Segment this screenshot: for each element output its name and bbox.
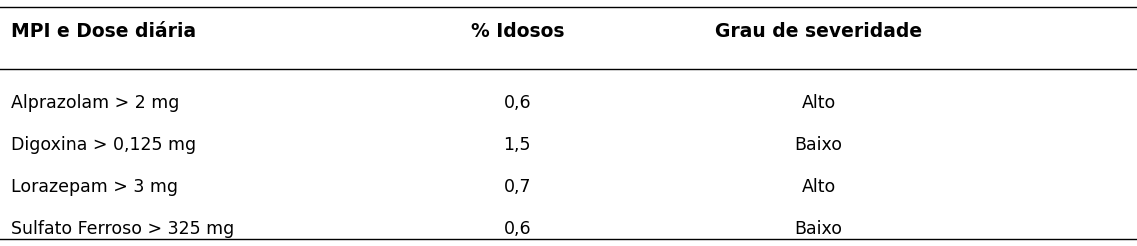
Text: % Idosos: % Idosos	[471, 22, 564, 42]
Text: Grau de severidade: Grau de severidade	[715, 22, 922, 42]
Text: 0,6: 0,6	[504, 220, 531, 238]
Text: Alto: Alto	[802, 94, 836, 112]
Text: Alto: Alto	[802, 178, 836, 196]
Text: Sulfato Ferroso > 325 mg: Sulfato Ferroso > 325 mg	[11, 220, 234, 238]
Text: Baixo: Baixo	[795, 220, 843, 238]
Text: Digoxina > 0,125 mg: Digoxina > 0,125 mg	[11, 136, 197, 154]
Text: MPI e Dose diária: MPI e Dose diária	[11, 22, 197, 42]
Text: Alprazolam > 2 mg: Alprazolam > 2 mg	[11, 94, 180, 112]
Text: 0,7: 0,7	[504, 178, 531, 196]
Text: 1,5: 1,5	[504, 136, 531, 154]
Text: Lorazepam > 3 mg: Lorazepam > 3 mg	[11, 178, 179, 196]
Text: Baixo: Baixo	[795, 136, 843, 154]
Text: 0,6: 0,6	[504, 94, 531, 112]
